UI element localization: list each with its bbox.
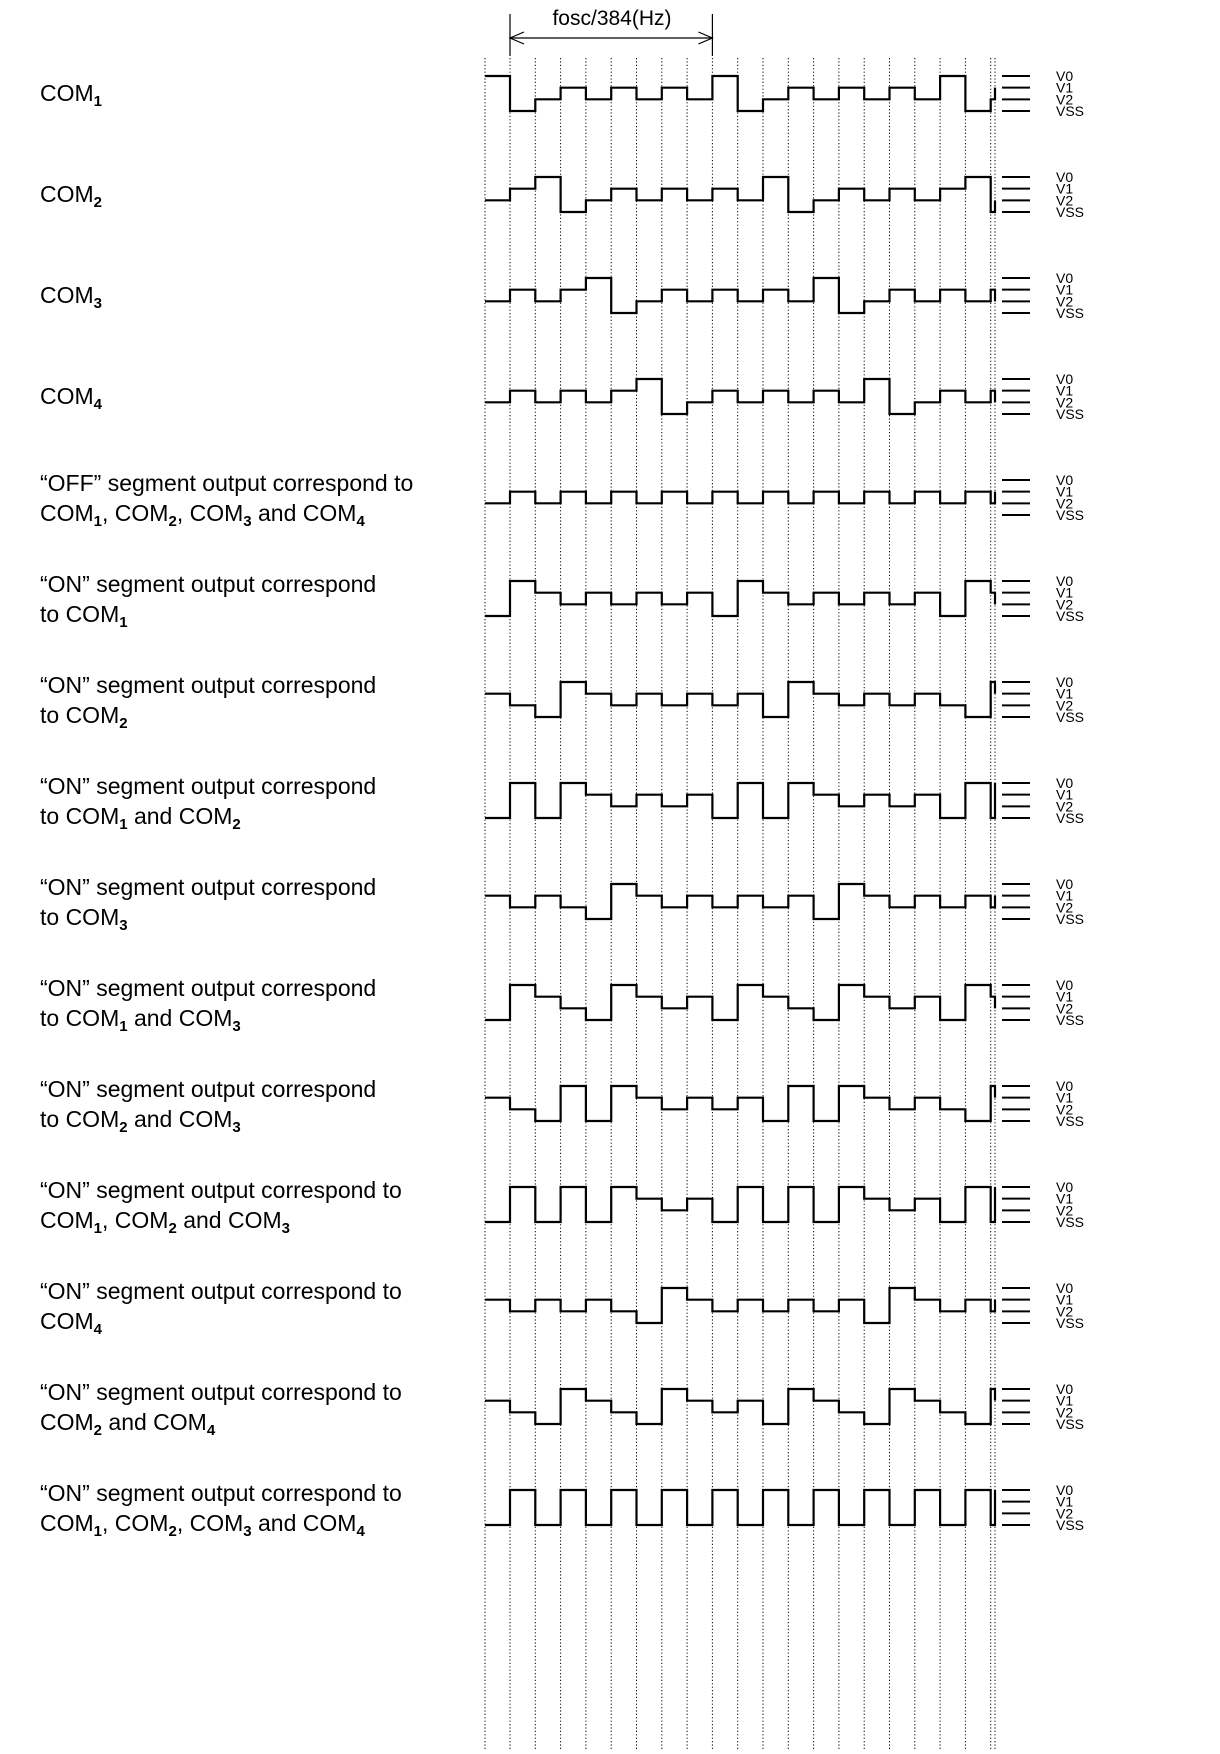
level-label: V2: [1056, 91, 1073, 107]
level-label: V1: [1056, 787, 1073, 803]
level-label: VSS: [1056, 1315, 1084, 1331]
row-label: “ON” segment output correspond to COM1 an…: [40, 773, 377, 833]
waveform-trace: [485, 579, 997, 618]
level-label: V1: [1056, 1292, 1073, 1308]
level-label: V2: [1056, 1303, 1073, 1319]
level-label: VSS: [1056, 810, 1084, 826]
row-label: COM4: [40, 383, 103, 413]
level-label: V1: [1056, 383, 1073, 399]
waveform-trace: [485, 882, 997, 921]
waveform-trace: [485, 983, 997, 1022]
row-label: COM1: [40, 80, 103, 110]
row-label: “ON” segment output correspond to COM1, C…: [40, 1177, 402, 1237]
level-label: V2: [1056, 1404, 1073, 1420]
level-label: V0: [1056, 1482, 1073, 1498]
level-label: V0: [1056, 472, 1073, 488]
level-label: V2: [1056, 1000, 1073, 1016]
level-label: VSS: [1056, 1416, 1084, 1432]
level-label: V0: [1056, 270, 1073, 286]
level-label: VSS: [1056, 406, 1084, 422]
level-label: V2: [1056, 1101, 1073, 1117]
level-label: VSS: [1056, 1113, 1084, 1129]
period-arrow-left-head: [508, 31, 525, 45]
level-label: V1: [1056, 484, 1073, 500]
level-label: V1: [1056, 1090, 1073, 1106]
level-label: V0: [1056, 68, 1073, 84]
level-label: VSS: [1056, 1012, 1084, 1028]
level-label: V1: [1056, 989, 1073, 1005]
level-label: V2: [1056, 1202, 1073, 1218]
level-label: VSS: [1056, 204, 1084, 220]
level-label: V2: [1056, 293, 1073, 309]
level-label: V0: [1056, 573, 1073, 589]
level-label: V0: [1056, 371, 1073, 387]
level-label: V0: [1056, 674, 1073, 690]
level-label: V1: [1056, 585, 1073, 601]
level-label: V1: [1056, 1393, 1073, 1409]
waveform-trace: [485, 377, 997, 416]
waveform-trace: [485, 74, 997, 113]
level-label: V0: [1056, 977, 1073, 993]
level-label: VSS: [1056, 911, 1084, 927]
level-label: V2: [1056, 596, 1073, 612]
row-label: “ON” segment output correspond to COM2: [40, 672, 377, 732]
level-label: V1: [1056, 686, 1073, 702]
level-label: V2: [1056, 192, 1073, 208]
waveform-trace: [485, 1488, 997, 1527]
waveform-trace: [485, 680, 997, 719]
level-label: V0: [1056, 1078, 1073, 1094]
waveform-trace: [485, 1286, 997, 1325]
level-label: V1: [1056, 1191, 1073, 1207]
waveform-trace: [485, 1084, 997, 1123]
level-label: V0: [1056, 1280, 1073, 1296]
waveform-trace: [485, 1185, 997, 1224]
waveform-trace: [485, 781, 997, 820]
level-label: VSS: [1056, 1214, 1084, 1230]
level-label: V1: [1056, 888, 1073, 904]
row-label: “ON” segment output correspond to COM4: [40, 1278, 402, 1338]
level-label: V1: [1056, 181, 1073, 197]
level-label: V2: [1056, 899, 1073, 915]
level-label: VSS: [1056, 608, 1084, 624]
row-label: COM2: [40, 181, 103, 211]
level-label: V2: [1056, 1505, 1073, 1521]
level-label: V2: [1056, 495, 1073, 511]
level-label: V0: [1056, 1179, 1073, 1195]
level-label: V2: [1056, 798, 1073, 814]
row-label: “ON” segment output correspond to COM2 an…: [40, 1379, 402, 1439]
level-label: V2: [1056, 394, 1073, 410]
waveform-trace: [485, 276, 997, 315]
level-label: VSS: [1056, 507, 1084, 523]
waveform-trace: [485, 175, 997, 214]
level-label: V0: [1056, 876, 1073, 892]
row-label: “ON” segment output correspond to COM1 an…: [40, 975, 377, 1035]
row-label: “ON” segment output correspond to COM3: [40, 874, 377, 934]
period-arrow-right-head: [698, 31, 714, 45]
waveform-trace: [485, 490, 997, 505]
period-label: fosc/384(Hz): [552, 7, 672, 30]
level-label: VSS: [1056, 305, 1084, 321]
level-label: V1: [1056, 282, 1073, 298]
row-label: “OFF” segment output correspond to COM1, …: [40, 470, 414, 530]
level-label: VSS: [1056, 103, 1084, 119]
level-label: V1: [1056, 80, 1073, 96]
waveform-trace: [485, 1387, 997, 1426]
level-label: VSS: [1056, 709, 1084, 725]
level-label: V0: [1056, 169, 1073, 185]
level-label: V0: [1056, 1381, 1073, 1397]
level-label: V2: [1056, 697, 1073, 713]
row-label: “ON” segment output correspond to COM2 an…: [40, 1076, 377, 1136]
level-label: VSS: [1056, 1517, 1084, 1533]
row-label: COM3: [40, 282, 103, 312]
level-label: V0: [1056, 775, 1073, 791]
level-label: V1: [1056, 1494, 1073, 1510]
row-label: “ON” segment output correspond to COM1, C…: [40, 1480, 402, 1540]
row-label: “ON” segment output correspond to COM1: [40, 571, 377, 631]
